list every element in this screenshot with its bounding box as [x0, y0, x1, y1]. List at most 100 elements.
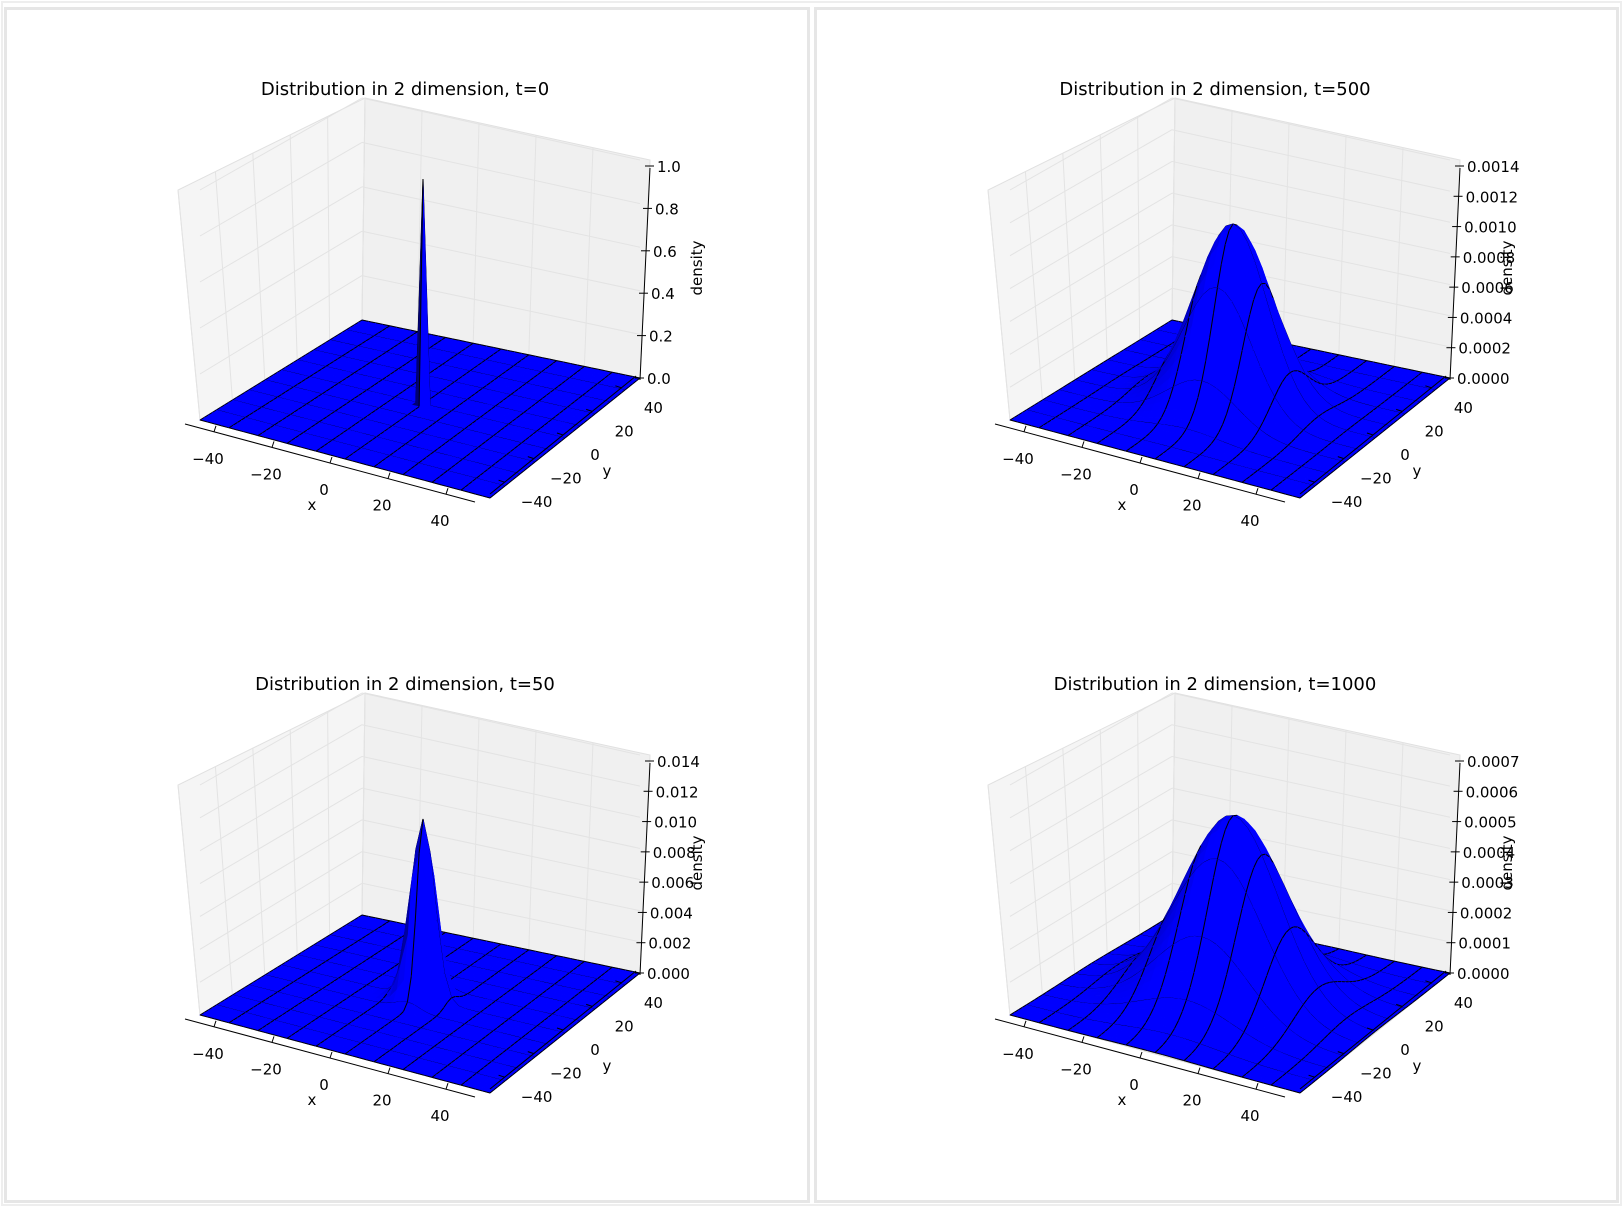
mesh-line: [1147, 355, 1152, 360]
mesh-line: [521, 382, 527, 387]
mesh-line: [609, 398, 615, 403]
mesh-line: [1374, 434, 1380, 439]
mesh-line: [397, 341, 402, 346]
mesh-line: [1183, 463, 1189, 468]
mesh-line: [557, 383, 562, 388]
mesh-line: [257, 435, 266, 439]
mesh-line: [467, 422, 473, 427]
mesh-line: [459, 339, 467, 343]
mesh-line: [373, 382, 379, 386]
mesh-line: [584, 365, 592, 369]
mesh-line: [1359, 388, 1365, 393]
mesh-line: [1287, 441, 1292, 446]
z-axis-line: [639, 167, 651, 381]
mesh-line: [341, 353, 346, 357]
mesh-line: [1106, 357, 1112, 361]
mesh-line: [292, 359, 298, 363]
mesh-line: [420, 429, 425, 434]
mesh-line: [509, 365, 514, 370]
mesh-line: [315, 450, 324, 454]
mesh-line: [366, 412, 372, 417]
mesh-line: [458, 401, 464, 406]
mesh-line: [377, 379, 383, 383]
mesh-line: [1422, 371, 1430, 375]
mesh-line: [1098, 362, 1104, 366]
mesh-line: [1095, 388, 1100, 393]
left-grid-line: [214, 171, 233, 401]
back-grid-line: [1393, 147, 1404, 367]
mesh-line: [382, 323, 390, 327]
mesh-line: [568, 431, 573, 436]
mesh-line: [289, 411, 295, 416]
mesh-line: [406, 385, 411, 390]
mesh-line: [617, 392, 622, 397]
mesh-line: [1078, 399, 1084, 403]
mesh-line: [250, 433, 259, 437]
mesh-line: [523, 409, 528, 414]
mesh-line: [1115, 352, 1120, 356]
mesh-line: [228, 427, 237, 431]
mesh-line: [354, 395, 359, 399]
y-tick-label: 0: [590, 446, 600, 464]
mesh-line: [1264, 283, 1270, 289]
mesh-line: [1220, 465, 1225, 470]
back-hgrid-line: [1171, 129, 1451, 192]
mesh-line: [345, 350, 350, 355]
mesh-line: [1137, 439, 1143, 444]
mesh-line: [1327, 442, 1332, 446]
mesh-line: [487, 466, 492, 470]
mesh-line: [349, 372, 355, 377]
mesh-line: [1155, 327, 1161, 331]
mesh-line: [1342, 430, 1347, 434]
mesh-line: [1298, 430, 1304, 435]
left-hgrid-line: [1009, 287, 1173, 388]
mesh-line: [424, 427, 429, 431]
mesh-line: [1111, 378, 1116, 382]
mesh-line: [512, 476, 517, 481]
mesh-line: [492, 351, 498, 355]
back-hgrid-line: [1171, 192, 1451, 254]
mesh-line: [1123, 391, 1129, 396]
mesh-line: [1404, 410, 1410, 415]
x-tick-label: −40: [192, 450, 224, 468]
mesh-line: [437, 339, 442, 344]
mesh-line: [369, 335, 374, 339]
mesh-line: [407, 411, 412, 416]
mesh-line: [1367, 383, 1372, 387]
mesh-line: [1189, 410, 1195, 422]
mesh-line: [1104, 444, 1112, 448]
mesh-line: [359, 462, 367, 466]
mesh-line: [1213, 287, 1218, 314]
mesh-line: [612, 371, 620, 375]
mesh-line: [1352, 452, 1357, 457]
mesh-line: [506, 394, 511, 399]
mesh-line: [353, 370, 359, 374]
mesh-line: [244, 389, 249, 393]
mesh-line: [330, 411, 335, 415]
mesh-line: [1191, 457, 1196, 462]
mesh-line: [1279, 448, 1285, 453]
mesh-line: [454, 404, 460, 409]
mesh-line: [1054, 389, 1059, 393]
mesh-line: [560, 437, 566, 442]
mesh-line: [1408, 407, 1413, 412]
mesh-line: [319, 445, 325, 449]
mesh-line: [1124, 419, 1130, 425]
mesh-line: [402, 474, 411, 478]
mesh-line: [450, 464, 456, 469]
mesh-line: [1038, 427, 1047, 431]
mesh-line: [1199, 451, 1204, 456]
mesh-line: [477, 362, 482, 366]
mesh-line: [1270, 397, 1275, 406]
mesh-line: [1386, 368, 1391, 373]
mesh-line: [1224, 462, 1229, 467]
mesh-line: [357, 367, 363, 372]
mesh-line: [327, 439, 333, 444]
mesh-line: [1289, 472, 1294, 476]
mesh-line: [265, 427, 271, 431]
mesh-line: [397, 366, 403, 370]
mesh-line: [418, 459, 423, 464]
mesh-line: [1107, 380, 1112, 385]
mesh-line: [421, 457, 427, 461]
mesh-line: [450, 381, 455, 386]
